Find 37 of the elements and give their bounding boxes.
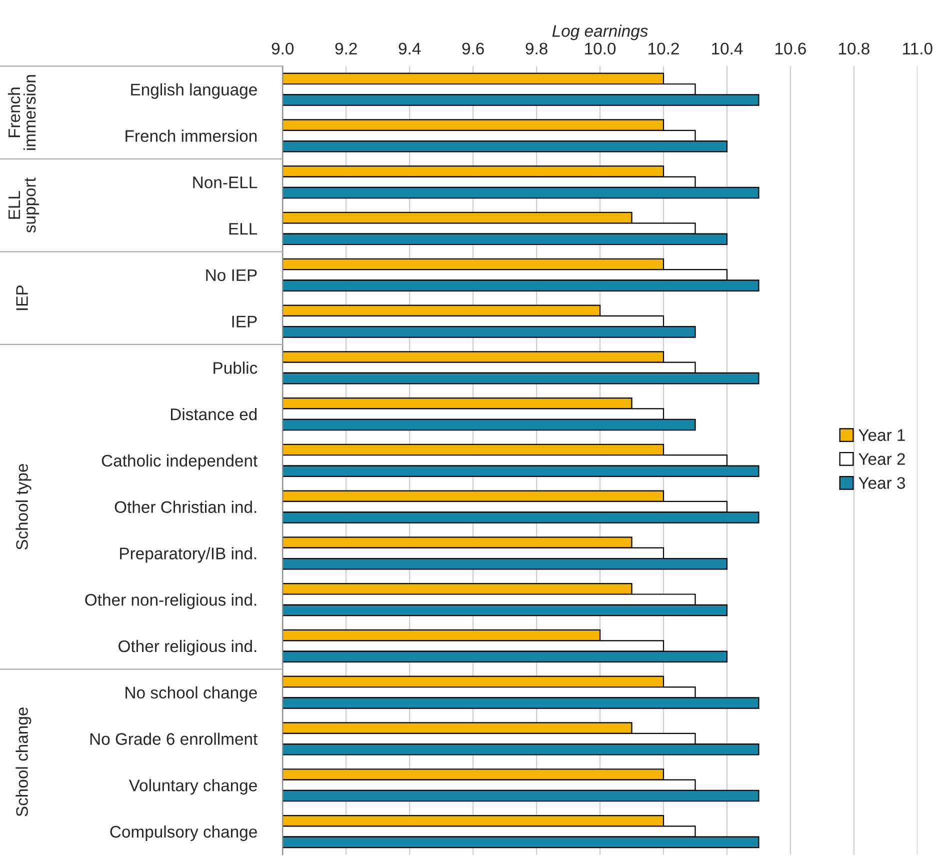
legend-label: Year 2 [858, 453, 905, 465]
text: French immersion [8, 75, 36, 150]
x-tick-label: 9.8 [526, 42, 548, 55]
legend-label: Year 3 [858, 477, 906, 489]
y-tick-label: Other non-religious ind. [85, 594, 256, 610]
x-tick-label: 10.0 [585, 42, 616, 55]
y-tick-label: No school change [126, 686, 257, 702]
y-tick-label: No IEP [206, 269, 257, 282]
y-tick-label: English language [131, 83, 257, 99]
text: School change [16, 708, 32, 816]
text: ELL support [8, 178, 40, 233]
x-tick-label: 11.0 [903, 42, 932, 55]
x-tick-label: 10.6 [776, 42, 806, 55]
y-tick-label: French immersion [126, 130, 257, 142]
y-tick-label: Voluntary change [128, 779, 257, 795]
y-tick-label: Other religious ind. [118, 640, 256, 656]
y-tick-label: Public [214, 362, 258, 374]
x-tick-label: 10.8 [838, 42, 870, 55]
x-tick-label: 9.0 [272, 42, 294, 55]
x-tick-label: 9.4 [398, 42, 421, 55]
y-tick-label: Distance ed [171, 408, 257, 420]
x-tick-label: 10.2 [648, 42, 679, 55]
y-tick-label: Other Christian ind. [114, 500, 256, 514]
text: IEP [16, 286, 28, 310]
x-tick-label: 10.4 [712, 42, 743, 55]
y-tick-label: Non-ELL [193, 176, 258, 188]
y-tick-label: Catholic independent [102, 454, 258, 470]
x-axis-title: Log earnings [552, 24, 648, 40]
y-tick-label: Preparatory/IB ind. [120, 547, 256, 563]
legend-label: Year 1 [858, 429, 905, 441]
y-tick-label: IEP [232, 316, 257, 328]
x-tick-label: 9.2 [335, 42, 357, 55]
y-tick-label: ELL [229, 223, 258, 235]
text: School type [16, 464, 32, 550]
y-tick-label: No Grade 6 enrollment [90, 732, 258, 745]
x-tick-label: 9.6 [462, 42, 484, 55]
y-tick-label: Compulsory change [110, 825, 257, 842]
